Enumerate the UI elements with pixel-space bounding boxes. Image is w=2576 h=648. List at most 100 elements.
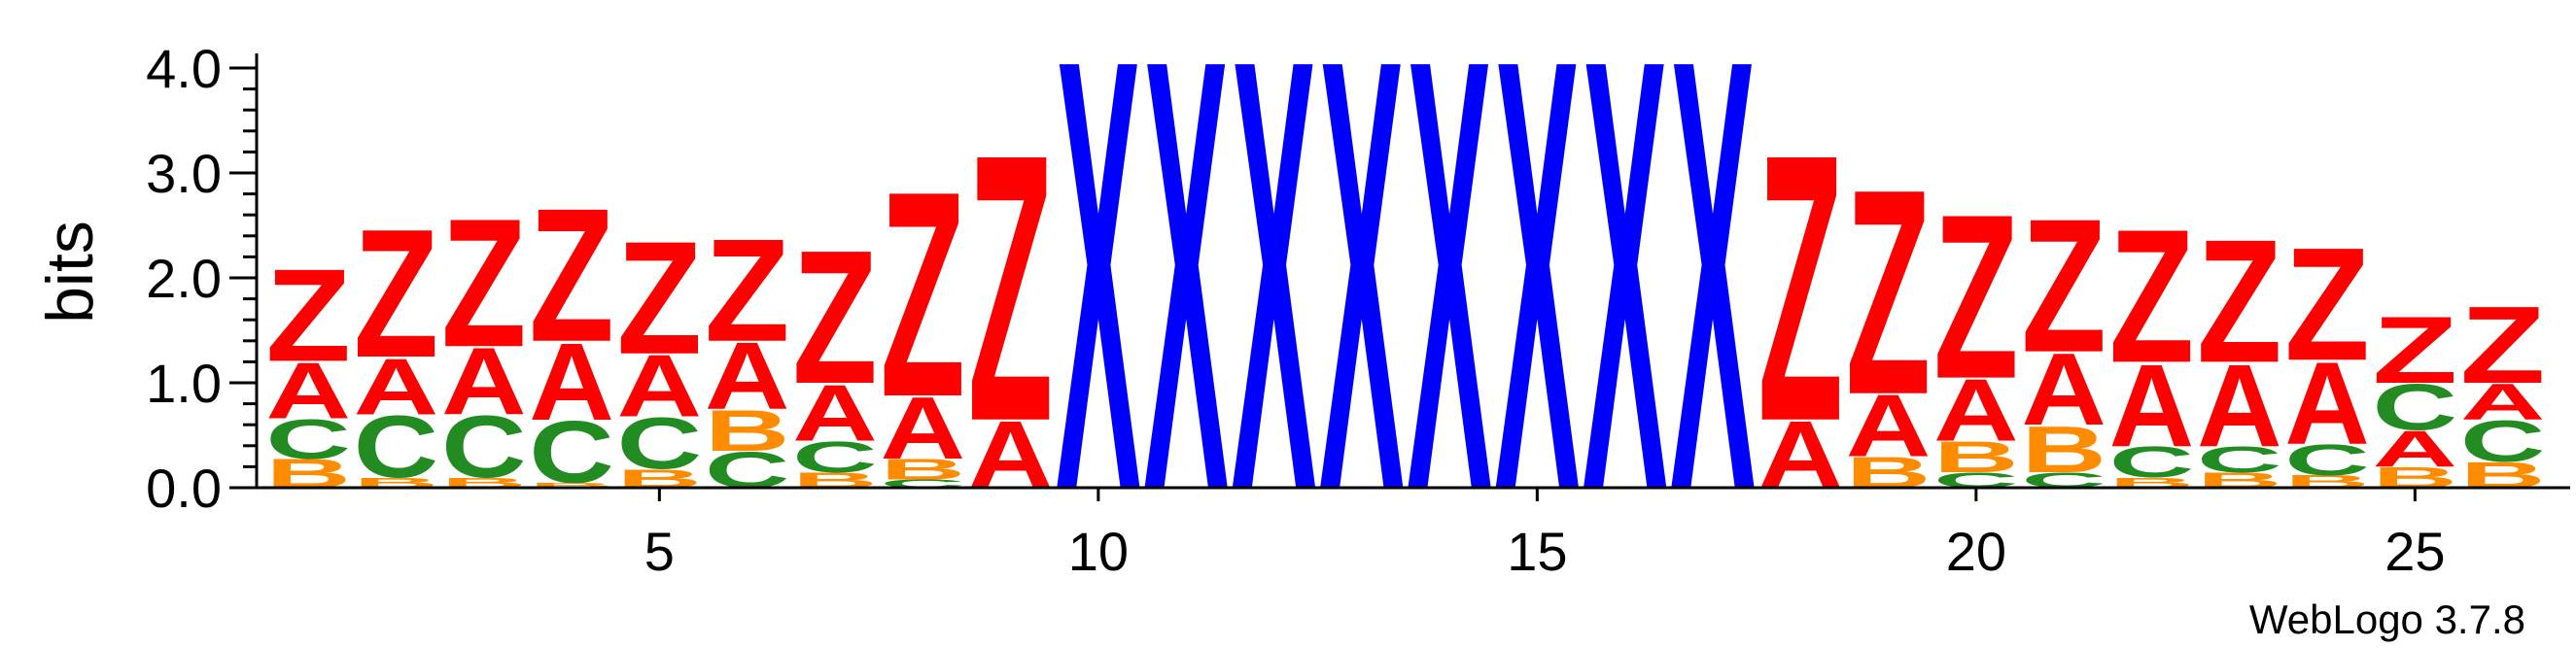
logo-letter-B: B [2460, 455, 2546, 495]
logo-letter-Z: Z [617, 208, 703, 388]
y-tick-label: 1.0 [146, 353, 222, 414]
logo-letter-C: C [2284, 436, 2370, 485]
logo-letter-A: A [2109, 339, 2195, 471]
logo-letter-Z: Z [529, 170, 614, 382]
logo-letter-X: X [1056, 0, 1141, 618]
x-axis: 5 10 15 20 25 [257, 486, 2570, 582]
logo-column: AZ [1758, 75, 1843, 508]
y-axis: 0.0 1.0 2.0 3.0 4.0 [146, 38, 259, 519]
logo-letter-A: A [2197, 339, 2282, 471]
logo-letter-Z: Z [705, 210, 790, 373]
logo-letter-B: B [2284, 472, 2370, 492]
weblogo-credit: WebLogo 3.7.8 [2249, 597, 2525, 642]
logo-column: AZ [968, 75, 1054, 508]
logo-letter-C: C [2109, 438, 2195, 487]
logo-letter-A: A [529, 321, 614, 443]
logo-column: X [1407, 0, 1492, 618]
logo-letter-X: X [1670, 0, 1756, 618]
logo-letter-X: X [1407, 0, 1492, 618]
logo-letter-Z: Z [1758, 75, 1843, 500]
logo-letter-X: X [1495, 0, 1581, 618]
logo-letter-Z: Z [1933, 166, 2019, 428]
logo-letter-Z: Z [2373, 297, 2458, 403]
logo-letter-X: X [1143, 0, 1229, 618]
logo-letter-C: C [265, 408, 351, 470]
logo-column: BAZ [1846, 129, 1932, 496]
logo-letter-Z: Z [1846, 129, 1932, 457]
logo-letter-A: A [617, 337, 703, 435]
logo-letter-Z: Z [2109, 191, 2195, 403]
logo-letter-B: B [792, 468, 878, 493]
x-tick-label: 25 [2385, 521, 2445, 582]
logo-letter-A: A [265, 346, 351, 436]
logo-column: X [1495, 0, 1581, 618]
logo-letter-B: B [705, 398, 790, 463]
logo-letter-A: A [441, 328, 527, 434]
logo-letter-C: C [2373, 370, 2458, 444]
logo-letter-B: B [880, 453, 965, 486]
logo-column: X [1670, 0, 1756, 618]
logo-letter-A: A [1758, 402, 1843, 508]
logo-letter-A: A [2021, 332, 2106, 447]
y-tick-label: 2.0 [146, 248, 222, 309]
y-tick-label: 0.0 [146, 458, 222, 519]
logo-letter-Z: Z [441, 181, 527, 386]
x-tick-label: 15 [1507, 521, 1567, 582]
logo-letter-A: A [2284, 337, 2370, 469]
logo-letter-C: C [354, 397, 439, 495]
logo-letter-A: A [354, 342, 439, 432]
logo-letter-C: C [617, 403, 703, 485]
logo-letter-X: X [1232, 0, 1317, 618]
logo-letter-A: A [705, 324, 790, 429]
logo-letter-Z: Z [968, 75, 1054, 500]
logo-column: X [1319, 29, 1405, 491]
logo-letter-C: C [792, 432, 878, 481]
logo-letter-A: A [1933, 360, 2019, 459]
logo-letter-C: C [441, 397, 527, 495]
logo-letter-Z: Z [880, 131, 965, 459]
logo-column: X [1056, 0, 1141, 618]
logo-letter-C: C [2460, 409, 2546, 474]
logo-letter-Z: Z [2197, 202, 2282, 399]
logo-letter-B: B [1846, 448, 1932, 496]
y-axis-label: bits [33, 221, 107, 324]
logo-letter-A: A [968, 402, 1054, 508]
logo-letter-C: C [1933, 468, 2019, 493]
logo-letter-Z: Z [265, 242, 351, 390]
logo-letter-A: A [2460, 373, 2546, 430]
x-tick-label: 20 [1946, 521, 2006, 582]
logo-letter-C: C [2197, 439, 2282, 480]
logo-letter-C: C [705, 441, 790, 498]
logo-letter-B: B [617, 463, 703, 494]
logo-letter-A: A [880, 379, 965, 477]
logo-column: X [1583, 0, 1668, 618]
logo-letter-Z: Z [2284, 214, 2370, 393]
logo-letter-B: B [265, 451, 351, 496]
logo-letter-Z: Z [2021, 181, 2106, 392]
logo-letter-Z: Z [792, 212, 878, 424]
logo-letter-Z: Z [2460, 284, 2546, 406]
y-tick-label: 3.0 [146, 143, 222, 204]
logo-letter-X: X [1583, 0, 1668, 618]
logo-letter-B: B [2021, 412, 2106, 486]
logo-letter-B: B [2197, 468, 2282, 493]
logo-letter-Z: Z [354, 191, 439, 396]
logo-column: X [1232, 0, 1317, 618]
logo-letter-A: A [1846, 377, 1932, 475]
logo-letter-B: B [529, 481, 614, 489]
logo-letter-B: B [1933, 432, 2019, 481]
logo-letter-A: A [2373, 420, 2458, 477]
